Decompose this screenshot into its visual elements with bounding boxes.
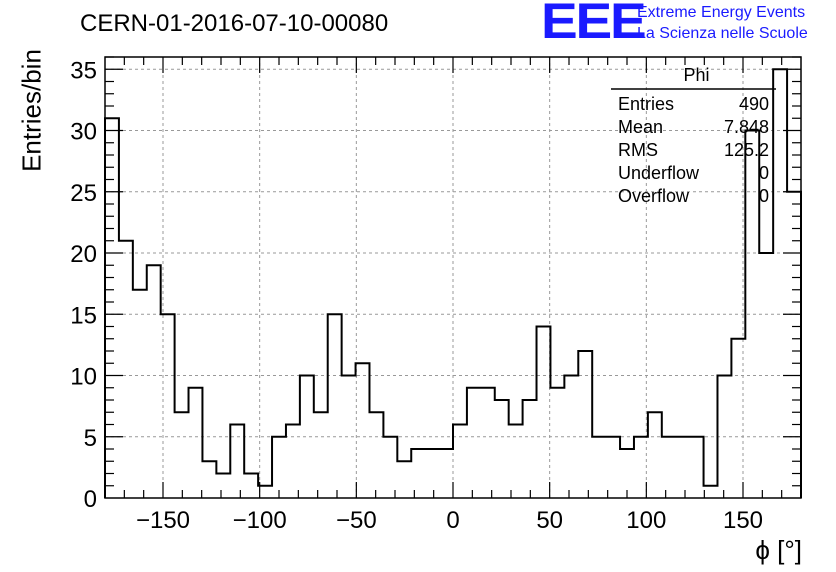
- x-tick-label: −150: [136, 507, 190, 534]
- x-tick-label: −50: [336, 507, 377, 534]
- histogram-bin: [717, 376, 731, 499]
- y-tick-label: 25: [70, 180, 97, 207]
- y-tick-label: 15: [70, 302, 97, 329]
- histogram-bin: [704, 486, 718, 498]
- y-tick-label: 5: [84, 425, 97, 452]
- y-tick-label: 35: [70, 57, 97, 84]
- histogram-bin: [648, 412, 662, 498]
- histogram-bin: [328, 314, 342, 498]
- histogram-bin: [161, 314, 175, 498]
- histogram-bin: [383, 437, 397, 498]
- y-tick-label: 10: [70, 364, 97, 391]
- histogram-bin: [550, 388, 564, 498]
- histogram-bin: [606, 437, 620, 498]
- histogram-bin: [369, 412, 383, 498]
- histogram-bin: [300, 376, 314, 499]
- histogram-bin: [119, 241, 133, 498]
- stats-value: 490: [739, 94, 769, 114]
- stats-label: Overflow: [618, 186, 690, 206]
- histogram-bin: [787, 192, 801, 498]
- histogram-bin: [105, 118, 119, 498]
- x-tick-label: 100: [626, 507, 666, 534]
- histogram-bin: [439, 449, 453, 498]
- logo-tagline-1: Extreme Energy Events: [637, 4, 806, 21]
- histogram-bin: [175, 412, 189, 498]
- logo-tagline-2: La Scienza nelle Scuole: [637, 25, 808, 42]
- histogram-bin: [314, 412, 328, 498]
- x-tick-label: 0: [446, 507, 459, 534]
- histogram-bin: [397, 461, 411, 498]
- histogram-bin: [244, 474, 258, 499]
- histogram-bin: [230, 425, 244, 499]
- histogram-bin: [495, 400, 509, 498]
- stats-value: 125.2: [724, 140, 769, 160]
- histogram-bin: [202, 461, 216, 498]
- histogram-bin: [481, 388, 495, 498]
- histogram-bin: [189, 388, 203, 498]
- y-tick-label: 30: [70, 119, 97, 146]
- histogram-bin: [773, 69, 787, 498]
- histogram-bin: [411, 449, 425, 498]
- histogram-bin: [592, 437, 606, 498]
- run-title: CERN-01-2016-07-10-00080: [80, 10, 389, 37]
- histogram-bin: [467, 388, 481, 498]
- histogram-bin: [564, 376, 578, 499]
- x-tick-label: 150: [723, 507, 763, 534]
- histogram-bin: [745, 131, 759, 499]
- stats-label: Mean: [618, 117, 663, 137]
- histogram-bin: [216, 474, 230, 499]
- x-tick-label: −100: [233, 507, 287, 534]
- histogram-outline: [104, 68, 802, 498]
- histogram-bin: [272, 437, 286, 498]
- axes: −150 −100 −50 0 50 100 150 0 5 10 15 20 25 30 35: [70, 56, 802, 534]
- stats-label: Entries: [618, 94, 674, 114]
- histogram-bin: [286, 425, 300, 499]
- histogram-bin: [342, 376, 356, 499]
- histogram-bin: [662, 437, 676, 498]
- histogram-bin: [523, 400, 537, 498]
- eee-logo: EEE: [541, 0, 647, 49]
- stats-value: 0: [759, 186, 769, 206]
- stats-title: Phi: [683, 65, 709, 85]
- histogram-bin: [509, 425, 523, 499]
- x-axis-label: ϕ [°]: [755, 535, 802, 565]
- histogram-bin: [537, 327, 551, 499]
- histogram-bin: [578, 351, 592, 498]
- histogram-bin: [356, 363, 370, 498]
- stats-value: 0: [759, 163, 769, 183]
- histogram-bin: [425, 449, 439, 498]
- histogram-bin: [133, 290, 147, 498]
- stats-value: 7.848: [724, 117, 769, 137]
- stats-box: Phi Entries 490 Mean 7.848 RMS 125.2 Underflow 0…: [611, 65, 776, 206]
- histogram-bin: [759, 253, 773, 498]
- stats-label: Underflow: [618, 163, 700, 183]
- histogram-bin: [731, 339, 745, 498]
- y-tick-label: 0: [84, 486, 97, 513]
- histogram-bars: [104, 68, 802, 499]
- histogram-bin: [453, 425, 467, 499]
- stats-label: RMS: [618, 140, 658, 160]
- histogram-bin: [147, 265, 161, 498]
- histogram-bin: [676, 437, 690, 498]
- x-tick-label: 50: [536, 507, 563, 534]
- y-tick-label: 20: [70, 241, 97, 268]
- histogram-bin: [690, 437, 704, 498]
